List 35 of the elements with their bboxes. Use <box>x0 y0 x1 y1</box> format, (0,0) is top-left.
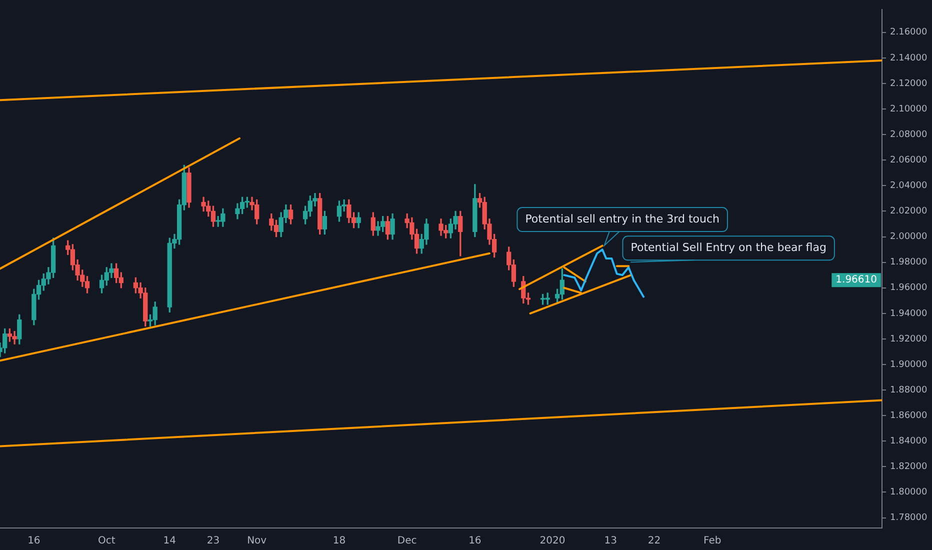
y-tick-label: 1.84000 <box>890 436 928 446</box>
x-tick-label: 16 <box>28 536 40 547</box>
x-tick-label: 23 <box>206 536 220 547</box>
y-tick-label: 2.16000 <box>890 28 928 38</box>
x-tick-label: 2020 <box>540 536 566 547</box>
y-tick-label: 1.90000 <box>890 360 928 370</box>
y-tick-label: 2.08000 <box>890 130 928 140</box>
x-tick-label: Feb <box>704 536 722 547</box>
y-tick-label: 2.14000 <box>890 53 928 64</box>
y-tick-label: 1.80000 <box>890 488 928 498</box>
y-tick-label: 1.86000 <box>890 410 928 421</box>
y-tick-label: 1.96000 <box>890 283 928 294</box>
x-tick-label: Nov <box>247 536 267 547</box>
y-tick-label: 2.06000 <box>890 155 928 166</box>
x-tick-label: 13 <box>604 536 617 547</box>
y-tick-label: 1.82000 <box>890 462 928 472</box>
x-tick-label: 18 <box>332 536 346 547</box>
y-tick-label: 1.92000 <box>890 334 928 344</box>
annotation: 1.96610 <box>836 274 878 286</box>
x-tick-label: Oct <box>98 536 116 547</box>
annotation: Potential sell entry in the 3rd touch <box>525 212 720 226</box>
y-tick-label: 1.78000 <box>890 513 928 524</box>
y-tick-label: 2.10000 <box>890 104 928 114</box>
y-tick-label: 2.00000 <box>890 232 928 242</box>
y-tick-label: 2.12000 <box>890 78 928 89</box>
x-tick-label: 16 <box>468 536 482 547</box>
y-tick-label: 1.94000 <box>890 308 928 319</box>
y-tick-label: 1.88000 <box>890 385 928 396</box>
annotation: Potential Sell Entry on the bear flag <box>630 241 826 254</box>
y-tick-label: 1.98000 <box>890 258 928 268</box>
y-tick-label: 2.04000 <box>890 181 928 192</box>
x-tick-label: 22 <box>648 536 661 547</box>
x-tick-label: 14 <box>163 536 176 547</box>
y-tick-label: 2.02000 <box>890 206 928 217</box>
x-tick-label: Dec <box>397 536 417 547</box>
